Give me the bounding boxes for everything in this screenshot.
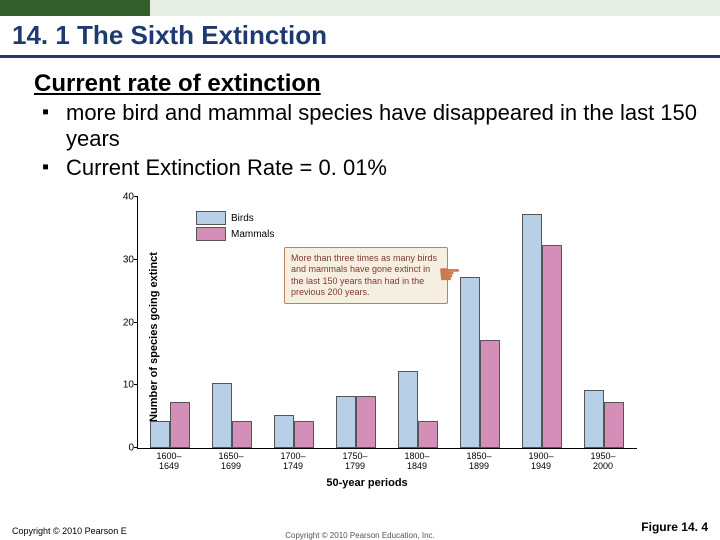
bar-birds bbox=[274, 415, 294, 448]
chart-plot-area: Birds Mammals More than three times as m… bbox=[137, 197, 637, 449]
x-tick-label: 1600–1649 bbox=[156, 448, 181, 471]
bullet-item: Current Extinction Rate = 0. 01% bbox=[42, 155, 700, 181]
bullet-list: more bird and mammal species have disapp… bbox=[34, 100, 700, 181]
chart-callout: More than three times as many birds and … bbox=[284, 247, 448, 304]
copyright-left: Copyright © 2010 Pearson E bbox=[12, 526, 127, 536]
extinction-chart: Number of species going extinct Birds Ma… bbox=[87, 187, 647, 487]
bar-birds bbox=[584, 390, 604, 448]
legend-swatch-birds bbox=[196, 211, 226, 225]
bar-birds bbox=[150, 421, 170, 448]
bar-mammals bbox=[480, 340, 500, 449]
legend-row-mammals: Mammals bbox=[196, 227, 274, 241]
y-tick-mark bbox=[134, 196, 138, 197]
x-tick-label: 1900–1949 bbox=[528, 448, 553, 471]
x-tick-label: 1700–1749 bbox=[280, 448, 305, 471]
bar-birds bbox=[212, 383, 232, 448]
subtitle: Current rate of extinction bbox=[34, 70, 700, 98]
x-tick-label: 1800–1849 bbox=[404, 448, 429, 471]
y-tick-mark bbox=[134, 384, 138, 385]
bar-mammals bbox=[542, 245, 562, 448]
y-tick-mark bbox=[134, 447, 138, 448]
bullet-item: more bird and mammal species have disapp… bbox=[42, 100, 700, 153]
bar-mammals bbox=[356, 396, 376, 448]
bar-mammals bbox=[294, 421, 314, 448]
bar-birds bbox=[398, 371, 418, 448]
figure-number: Figure 14. 4 bbox=[641, 520, 708, 536]
bar-mammals bbox=[604, 402, 624, 448]
chart-legend: Birds Mammals bbox=[196, 211, 274, 243]
bar-mammals bbox=[232, 421, 252, 448]
x-axis-label: 50-year periods bbox=[326, 477, 407, 489]
page-title: 14. 1 The Sixth Extinction bbox=[12, 20, 712, 51]
legend-label-mammals: Mammals bbox=[231, 229, 274, 240]
title-block: 14. 1 The Sixth Extinction bbox=[0, 16, 720, 58]
y-tick-label: 40 bbox=[106, 192, 134, 203]
y-tick-label: 30 bbox=[106, 254, 134, 265]
x-tick-label: 1750–1799 bbox=[342, 448, 367, 471]
bar-birds bbox=[460, 277, 480, 448]
pointer-hand-icon: ☛ bbox=[438, 259, 461, 290]
bar-birds bbox=[522, 214, 542, 448]
x-tick-label: 1650–1699 bbox=[218, 448, 243, 471]
x-tick-label: 1950–2000 bbox=[590, 448, 615, 471]
legend-row-birds: Birds bbox=[196, 211, 274, 225]
copyright-center: Copyright © 2010 Pearson Education, Inc. bbox=[285, 531, 435, 540]
content: Current rate of extinction more bird and… bbox=[0, 58, 720, 487]
legend-label-birds: Birds bbox=[231, 213, 254, 224]
bar-mammals bbox=[418, 421, 438, 448]
x-tick-label: 1850–1899 bbox=[466, 448, 491, 471]
header-bar bbox=[0, 0, 720, 16]
y-tick-mark bbox=[134, 259, 138, 260]
header-bar-accent bbox=[0, 0, 150, 16]
y-tick-label: 0 bbox=[106, 443, 134, 454]
y-tick-label: 10 bbox=[106, 380, 134, 391]
y-tick-mark bbox=[134, 322, 138, 323]
bar-mammals bbox=[170, 402, 190, 448]
header-bar-fill bbox=[150, 0, 720, 16]
legend-swatch-mammals bbox=[196, 227, 226, 241]
y-tick-label: 20 bbox=[106, 317, 134, 328]
bar-birds bbox=[336, 396, 356, 448]
